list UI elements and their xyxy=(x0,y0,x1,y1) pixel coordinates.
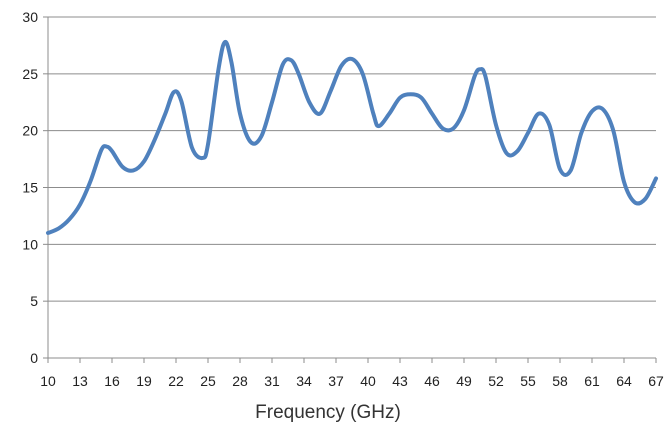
x-tick-label: 19 xyxy=(136,373,152,389)
x-tick-label: 25 xyxy=(200,373,216,389)
x-tick-label: 64 xyxy=(616,373,632,389)
x-tick-label: 31 xyxy=(264,373,280,389)
x-tick-label: 40 xyxy=(360,373,376,389)
x-tick-label: 58 xyxy=(552,373,568,389)
x-tick-labels: 10 13 16 19 22 25 28 31 34 37 40 43 46 49 52 55 58 61 64 67 xyxy=(40,373,664,389)
x-tick-label: 13 xyxy=(72,373,88,389)
x-tick-label: 52 xyxy=(488,373,504,389)
y-tick-label: 25 xyxy=(22,66,38,82)
x-tick-label: 49 xyxy=(456,373,472,389)
x-tick-label: 43 xyxy=(392,373,408,389)
x-tick-label: 37 xyxy=(328,373,344,389)
x-tick-label: 67 xyxy=(648,373,664,389)
y-tick-label: 30 xyxy=(22,9,38,25)
x-tick-label: 28 xyxy=(232,373,248,389)
series-line xyxy=(46,40,658,235)
x-tick-label: 22 xyxy=(168,373,184,389)
y-tick-label: 0 xyxy=(30,350,38,366)
x-tick-label: 10 xyxy=(40,373,56,389)
y-tick-label: 10 xyxy=(22,236,38,252)
x-axis-title: Frequency (GHz) xyxy=(255,402,401,423)
x-tick-label: 46 xyxy=(424,373,440,389)
x-tick-label: 61 xyxy=(584,373,600,389)
x-tick-label: 16 xyxy=(104,373,120,389)
gridlines xyxy=(48,16,656,302)
y-tick-labels: 0 5 10 15 20 25 30 xyxy=(22,9,38,366)
x-tick-label: 55 xyxy=(520,373,536,389)
y-tick-label: 5 xyxy=(30,293,38,309)
y-tick-label: 20 xyxy=(22,123,38,139)
axes xyxy=(43,16,657,363)
series-layer xyxy=(46,40,658,235)
x-tick-label: 34 xyxy=(296,373,312,389)
y-tick-label: 15 xyxy=(22,180,38,196)
